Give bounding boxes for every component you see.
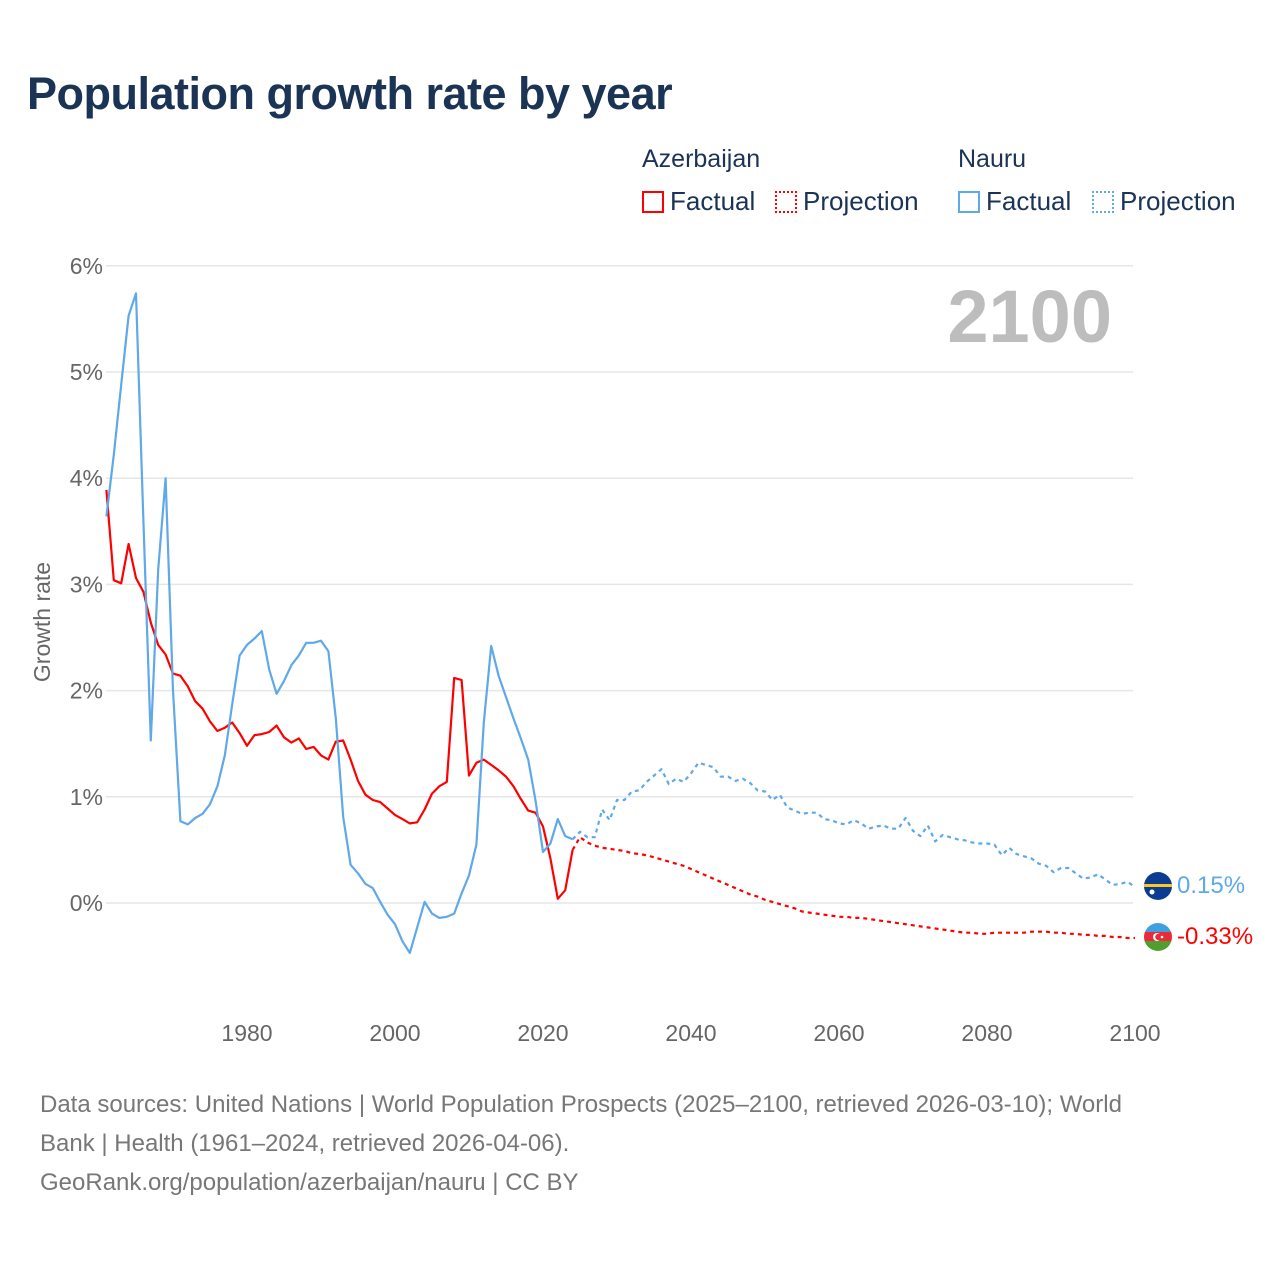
legend-group-azerbaijan: Azerbaijan [642,145,761,173]
y-tick-label: 5% [70,359,103,385]
footer-link[interactable]: GeoRank.org/population/azerbaijan/nauru … [40,1169,579,1196]
y-tick-label: 6% [70,253,103,279]
y-tick-label: 0% [70,890,103,916]
azerbaijan-flag-icon [1144,923,1172,951]
x-tick-label: 2080 [961,1020,1012,1046]
legend-label: Projection [1120,186,1236,216]
series-line-azerbaijan-factual [105,489,574,900]
x-tick-label: 1980 [221,1020,272,1046]
footer-line: Data sources: United Nations | World Pop… [40,1091,1122,1118]
x-tick-label: 2100 [1109,1020,1160,1046]
x-tick-label: 2020 [517,1020,568,1046]
year-display: 2100 [947,275,1112,358]
footer-line: Bank | Health (1961–2024, retrieved 2026… [40,1130,570,1157]
legend-swatch-solid [642,190,664,213]
x-tick-label: 2000 [369,1020,420,1046]
x-tick-label: 2060 [813,1020,864,1046]
legend-label: Factual [670,186,756,216]
legend-nauru-projection[interactable]: Projection [1092,186,1236,217]
series-line-nauru-factual [105,292,574,955]
end-label-nauru: 0.15% [1177,872,1245,899]
legend-swatch-dotted [1092,190,1114,213]
y-tick-label: 4% [70,465,103,491]
legend-nauru-factual[interactable]: Factual [958,186,1071,217]
x-tick-label: 2040 [665,1020,716,1046]
page-title: Population growth rate by year [27,68,673,119]
footer-sources: Data sources: United Nations | World Pop… [40,1085,1122,1202]
y-tick-label: 3% [70,571,103,597]
legend-label: Factual [986,186,1072,216]
legend-swatch-dotted [775,190,797,213]
series-line-nauru-projection [571,761,1136,888]
y-axis-label: Growth rate [29,562,55,682]
y-tick-label: 1% [70,784,103,810]
legend-azerbaijan-factual[interactable]: Factual [642,186,755,217]
nauru-flag-icon [1144,872,1172,900]
legend-label: Projection [803,186,919,216]
line-chart: 0% 1% 2% 3% 4% 5% 6% 1980 2000 2020 2040 2060 2080 2… [29,253,1253,1046]
legend-azerbaijan-projection[interactable]: Projection [775,186,919,217]
end-label-azerbaijan: -0.33% [1177,923,1253,950]
series-line-azerbaijan-projection [571,836,1135,940]
legend-swatch-solid [958,190,980,213]
y-tick-label: 2% [70,678,103,704]
legend-group-nauru: Nauru [958,145,1027,173]
